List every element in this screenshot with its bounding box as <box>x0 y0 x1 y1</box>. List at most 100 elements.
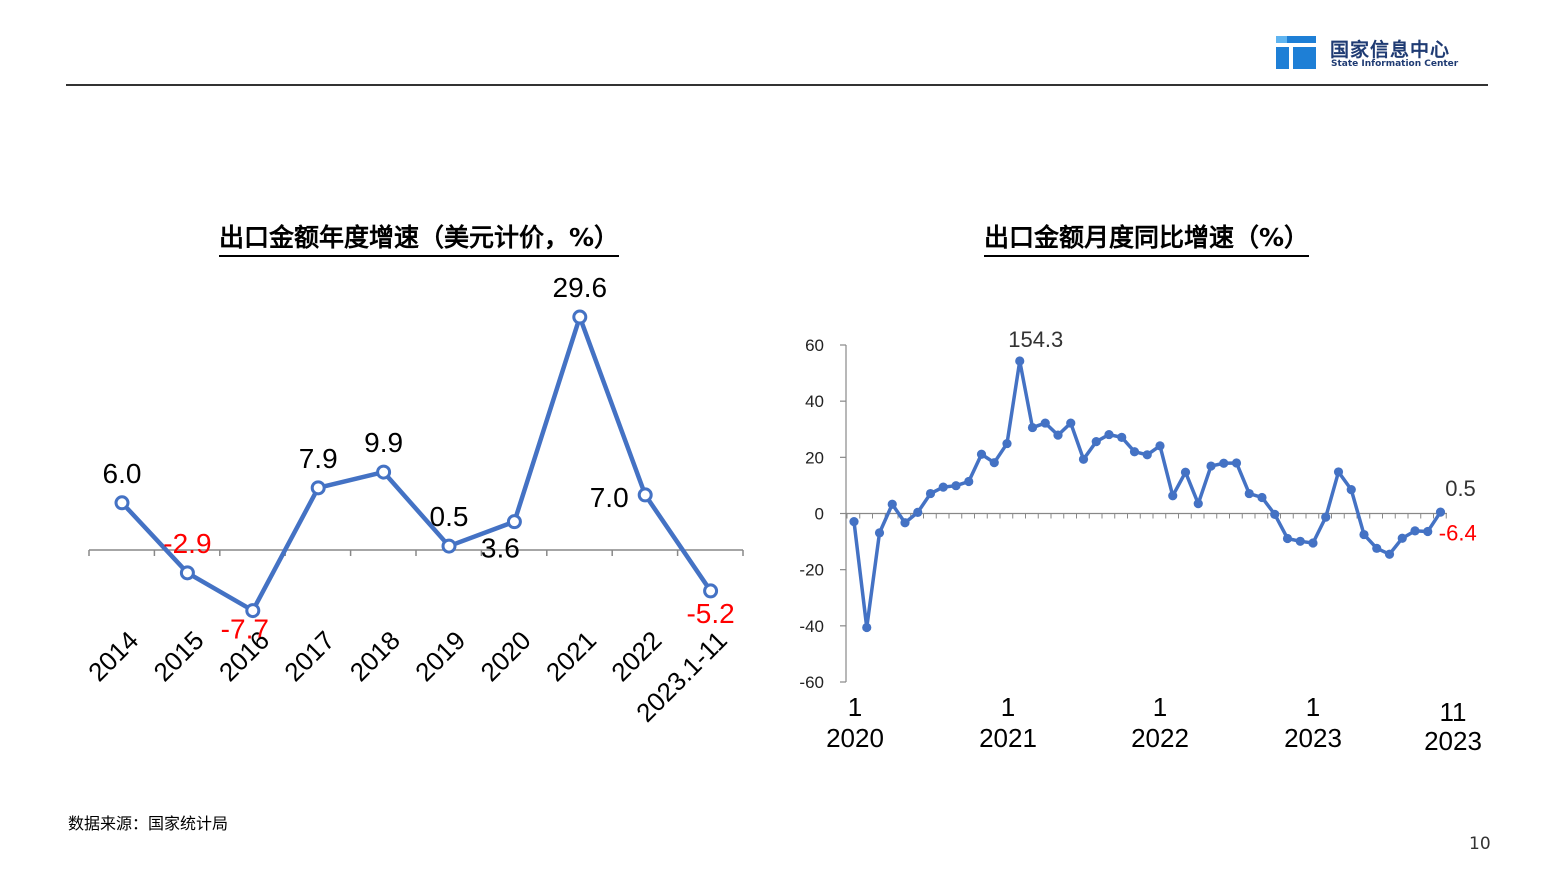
data-point <box>1180 467 1191 477</box>
data-point <box>849 517 859 527</box>
data-point <box>1359 529 1369 540</box>
data-point <box>1040 418 1050 428</box>
data-point <box>1384 549 1395 559</box>
data-label: -6.4 <box>1439 520 1477 545</box>
data-point <box>874 528 885 538</box>
monthly-chart-title: 出口金额月度同比增速（%） <box>984 218 1310 257</box>
data-point <box>951 481 961 491</box>
monthly-series-line <box>852 359 1442 630</box>
data-point <box>1397 533 1407 543</box>
x-tick-year: 2022 <box>1131 723 1189 753</box>
data-label: -5.2 <box>686 598 734 629</box>
data-label: -2.9 <box>163 528 211 559</box>
x-tick-month: 1 <box>848 692 862 722</box>
header-divider <box>66 84 1488 86</box>
x-tick-month: 1 <box>1153 692 1167 722</box>
data-point <box>1423 526 1433 537</box>
logo-org-en: State Information Center <box>1331 59 1459 69</box>
data-label: 7.9 <box>299 443 338 474</box>
y-tick-label: -40 <box>799 617 824 636</box>
data-point <box>703 583 719 599</box>
y-tick-label: -60 <box>799 673 824 692</box>
data-point <box>1270 509 1280 519</box>
data-point <box>938 482 948 492</box>
annual-chart-title: 出口金额年度增速（美元计价，%） <box>219 218 620 257</box>
x-tick-year: 2023 <box>1424 726 1482 756</box>
x-tick-month: 1 <box>1001 692 1015 722</box>
data-point <box>376 464 392 480</box>
logo-mark-icon <box>1276 36 1316 69</box>
data-label: 29.6 <box>553 272 608 303</box>
data-point <box>1321 512 1331 522</box>
y-tick-label: 60 <box>805 336 824 355</box>
data-point <box>1295 536 1305 546</box>
data-point <box>179 565 195 581</box>
data-point <box>1219 458 1229 468</box>
data-point <box>887 499 897 509</box>
data-point <box>1193 499 1203 509</box>
data-point <box>1372 543 1382 553</box>
x-tick-month: 1 <box>1306 692 1320 722</box>
y-tick-label: 40 <box>805 392 824 411</box>
data-point <box>1129 447 1140 457</box>
data-point <box>1104 429 1114 440</box>
data-point <box>1015 356 1025 366</box>
data-point <box>1282 533 1293 544</box>
data-point <box>245 603 261 619</box>
data-point <box>1027 422 1038 433</box>
logo: 国家信息中心 State Information Center <box>1276 36 1488 72</box>
x-tick-month: 11 <box>1440 697 1467 727</box>
data-point <box>976 449 987 459</box>
x-tick-year: 2021 <box>979 723 1037 753</box>
data-point <box>1410 526 1420 536</box>
data-point <box>964 476 974 487</box>
data-source: 数据来源：国家统计局 <box>68 814 229 833</box>
data-point <box>1333 467 1344 477</box>
data-point <box>506 514 522 530</box>
data-point <box>1231 458 1242 468</box>
y-tick-label: 0 <box>815 505 824 524</box>
data-point <box>862 622 872 633</box>
data-point <box>441 538 457 554</box>
data-point <box>1002 438 1012 449</box>
data-point <box>1078 454 1089 464</box>
data-label: 0.5 <box>1445 476 1476 501</box>
page-number: 10 <box>1469 834 1491 854</box>
data-label: 7.0 <box>590 482 629 513</box>
data-point <box>1091 437 1101 447</box>
data-point <box>925 488 936 499</box>
y-tick-label: 20 <box>805 448 824 467</box>
data-point <box>1155 441 1165 451</box>
data-label: 9.9 <box>364 427 403 458</box>
x-tick-year: 2023 <box>1284 723 1342 753</box>
data-point <box>1117 432 1127 442</box>
annual-series-line <box>120 314 713 613</box>
data-point <box>572 309 588 325</box>
data-point <box>913 507 923 517</box>
x-tick-year: 2020 <box>826 723 884 753</box>
data-point <box>1168 491 1178 501</box>
data-point <box>900 518 910 528</box>
data-point <box>1244 488 1254 499</box>
data-point <box>1346 485 1356 495</box>
data-label: 6.0 <box>103 458 142 489</box>
data-point <box>1053 430 1063 440</box>
data-label: -7.7 <box>221 614 269 645</box>
data-point <box>989 458 999 468</box>
data-label: 3.6 <box>481 533 520 564</box>
data-point <box>1066 418 1076 428</box>
data-point <box>310 480 326 496</box>
logo-org-cn: 国家信息中心 <box>1330 39 1451 61</box>
data-label: 0.5 <box>430 501 469 532</box>
data-point <box>1257 492 1267 503</box>
data-point <box>637 487 653 503</box>
y-tick-label: -20 <box>799 561 824 580</box>
data-point <box>114 495 130 511</box>
data-point <box>1142 450 1152 460</box>
data-point <box>1206 461 1216 471</box>
data-point <box>1308 538 1318 548</box>
data-point <box>1435 507 1446 517</box>
data-label: 154.3 <box>1008 327 1063 352</box>
